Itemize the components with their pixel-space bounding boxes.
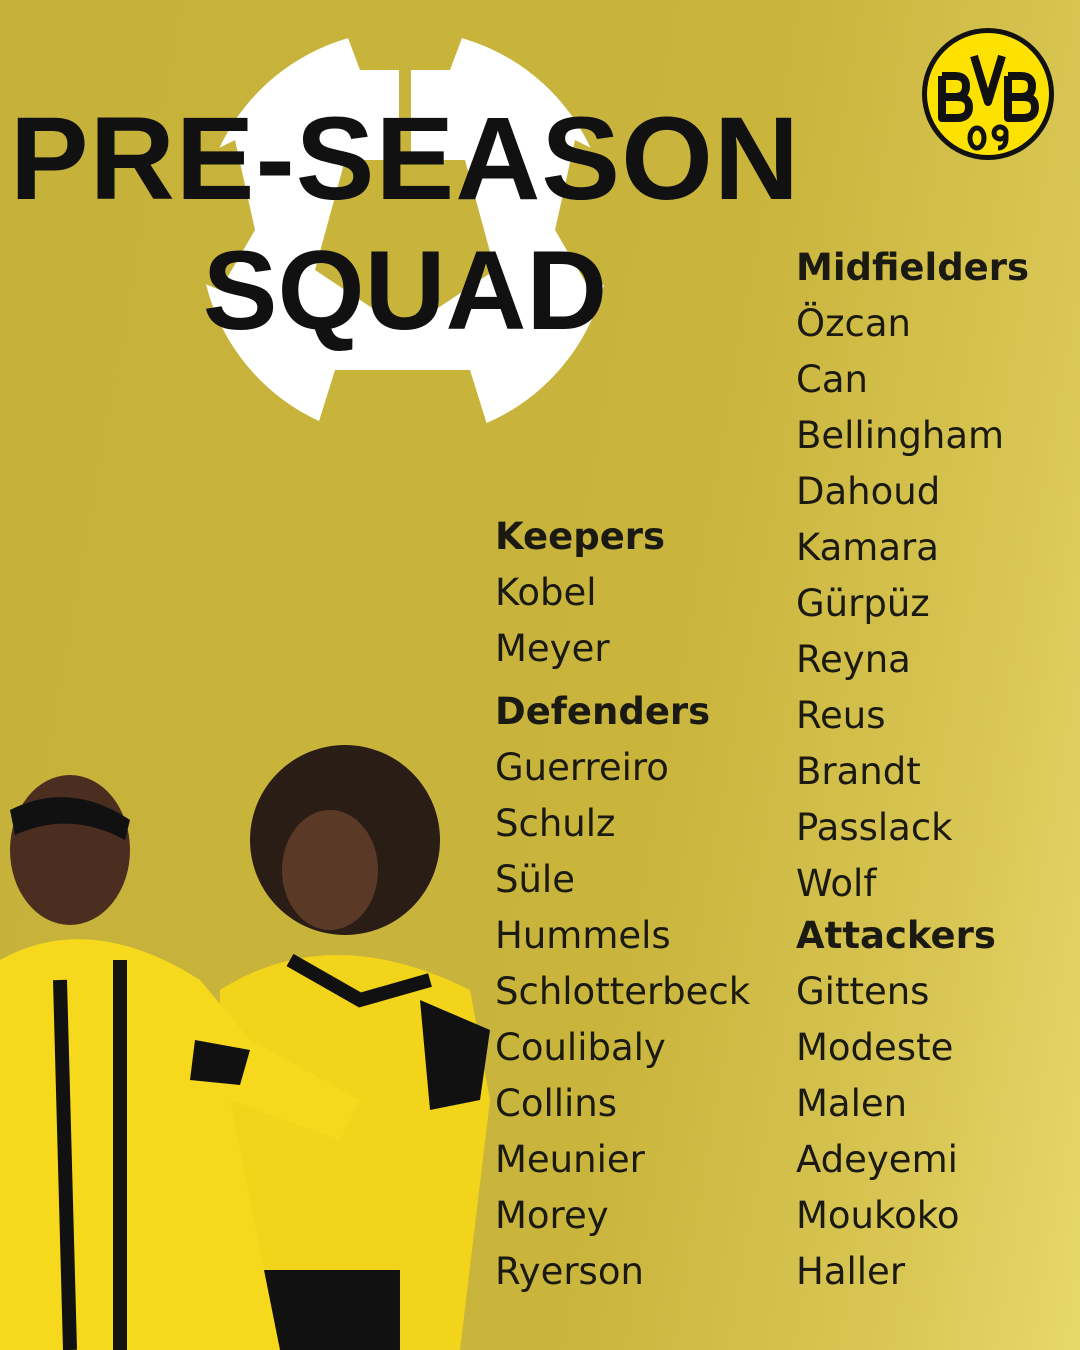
player-name: Meunier	[495, 1138, 645, 1181]
player-name: Passlack	[796, 806, 953, 849]
logo-digit-0	[967, 125, 987, 151]
player-name: Ryerson	[495, 1250, 644, 1293]
soccer-ball-graphic	[195, 30, 615, 450]
player-name: Reus	[796, 694, 886, 737]
logo-digit-9	[991, 124, 1009, 151]
player-name: Wolf	[796, 862, 877, 905]
player-name: Moukoko	[796, 1194, 960, 1237]
player-name: Bellingham	[796, 414, 1005, 457]
bvb-logo	[922, 28, 1054, 160]
player-name: Gürpüz	[796, 582, 930, 625]
right-column: Midfielders Özcan Can Bellingham Dahoud …	[796, 240, 1029, 1300]
player-name: Kobel	[495, 571, 597, 614]
player-name: Malen	[796, 1082, 908, 1125]
player-name: Brandt	[796, 750, 921, 793]
player-name: Morey	[495, 1194, 609, 1237]
player-name: Dahoud	[796, 470, 941, 513]
player-name: Gittens	[796, 970, 930, 1013]
player-name: Süle	[495, 858, 575, 901]
title-line-2: SQUAD	[202, 228, 608, 353]
player-name: Coulibaly	[495, 1026, 666, 1069]
player-name: Hummels	[495, 914, 671, 957]
logo-letter-v	[970, 54, 1006, 106]
player-name: Kamara	[796, 526, 939, 569]
player-name: Özcan	[796, 302, 912, 345]
title-line-1: PRE-SEASON	[9, 93, 801, 225]
left-column: Keepers Kobel Meyer Defenders Guerreiro …	[495, 509, 750, 1300]
player-name: Meyer	[495, 627, 610, 670]
keepers-heading: Keepers	[495, 515, 666, 558]
midfielders-heading: Midfielders	[796, 246, 1030, 289]
player-name: Haller	[796, 1250, 906, 1293]
logo-letter-b	[938, 72, 973, 122]
player-name: Schulz	[495, 802, 616, 845]
player-name: Collins	[495, 1082, 618, 1125]
players-photo	[0, 745, 490, 1350]
player-name: Guerreiro	[495, 746, 669, 789]
logo-letter-b	[1004, 72, 1039, 122]
player-name: Modeste	[796, 1026, 954, 1069]
attackers-heading: Attackers	[796, 914, 996, 957]
player-name: Reyna	[796, 638, 911, 681]
player-name: Schlotterbeck	[495, 970, 751, 1013]
player-name: Adeyemi	[796, 1138, 958, 1181]
defenders-heading: Defenders	[495, 690, 711, 733]
player-name: Can	[796, 358, 868, 401]
